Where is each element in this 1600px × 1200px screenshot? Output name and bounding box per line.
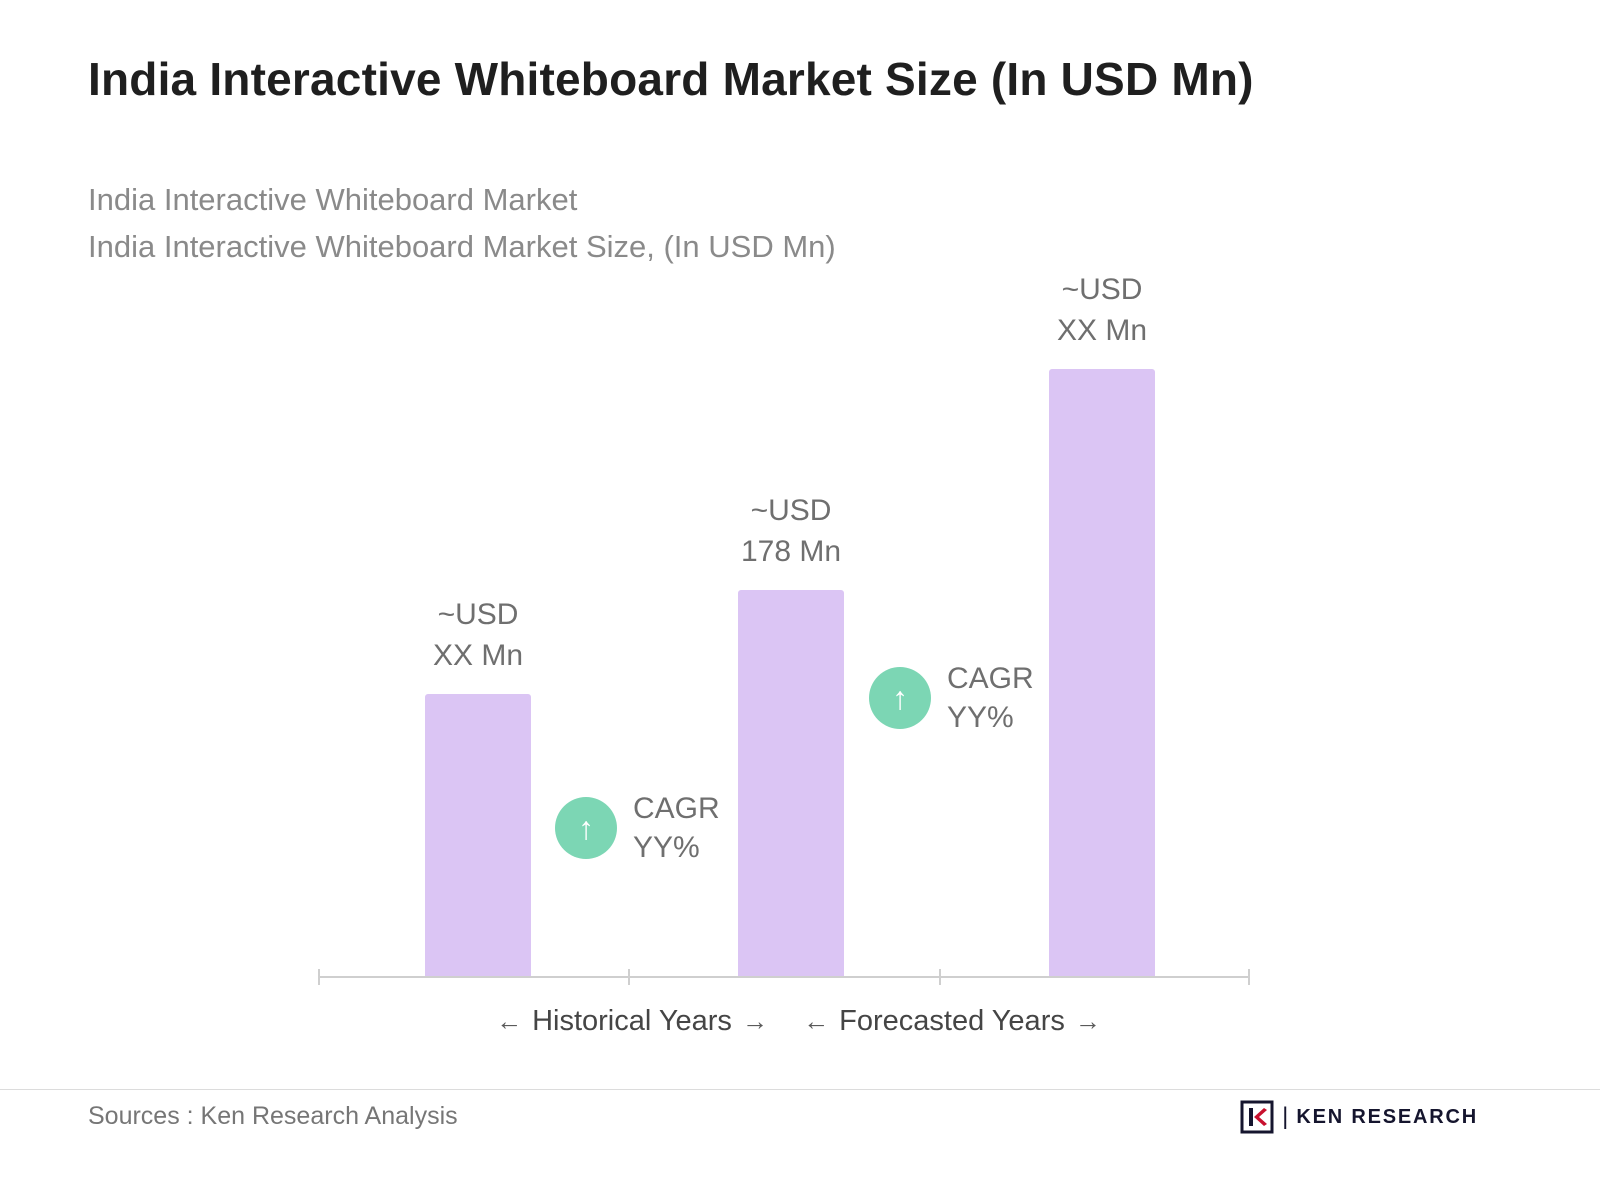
up-arrow-icon: ↑	[892, 679, 908, 716]
brand-name: KEN RESEARCH	[1296, 1105, 1478, 1128]
x-group-label-historical: ← Historical Years →	[496, 1005, 768, 1038]
bar-value-label: ~USD 178 Mn	[740, 494, 842, 568]
bar-chart: ~USD XX Mn ~USD 178 Mn ~USD XX Mn ↑ CAGR…	[318, 273, 1250, 985]
right-arrow-icon: →	[1074, 1006, 1101, 1036]
left-arrow-icon: ←	[496, 1006, 523, 1036]
bar-forecast	[1049, 369, 1155, 976]
axis-tick	[628, 969, 630, 985]
ken-research-logo: | KEN RESEARCH	[1240, 1100, 1478, 1134]
up-arrow-circle-icon: ↑	[555, 797, 617, 859]
logo-divider: |	[1282, 1103, 1289, 1130]
ken-research-logo-icon	[1240, 1100, 1274, 1134]
axis-tick	[939, 969, 941, 985]
axis-tick	[318, 969, 320, 985]
bar-value-label: ~USD XX Mn	[432, 598, 524, 672]
cagr-label: CAGR YY%	[947, 662, 1034, 734]
group-label-text: Forecasted Years	[839, 1005, 1065, 1037]
left-arrow-icon: ←	[803, 1006, 830, 1036]
cagr-annotation-1: ↑ CAGR YY%	[555, 789, 720, 867]
chart-subtitle: India Interactive Whiteboard Market Indi…	[88, 176, 836, 270]
cagr-label: CAGR YY%	[633, 792, 720, 864]
sources-note: Sources : Ken Research Analysis	[88, 1102, 458, 1130]
footer-divider	[0, 1089, 1600, 1090]
page-title: India Interactive Whiteboard Market Size…	[88, 53, 1254, 105]
cagr-annotation-2: ↑ CAGR YY%	[869, 659, 1034, 737]
right-arrow-icon: →	[741, 1006, 768, 1036]
up-arrow-icon: ↑	[578, 809, 594, 846]
axis-tick	[1248, 969, 1250, 985]
bar-value-label: ~USD XX Mn	[1056, 273, 1148, 347]
subtitle-line-1: India Interactive Whiteboard Market	[88, 182, 578, 217]
subtitle-line-2: India Interactive Whiteboard Market Size…	[88, 229, 836, 265]
up-arrow-circle-icon: ↑	[869, 667, 931, 729]
bar-historical-1	[425, 694, 531, 976]
x-group-label-forecasted: ← Forecasted Years →	[803, 1005, 1101, 1038]
bar-historical-2	[738, 590, 844, 976]
group-label-text: Historical Years	[532, 1005, 732, 1037]
